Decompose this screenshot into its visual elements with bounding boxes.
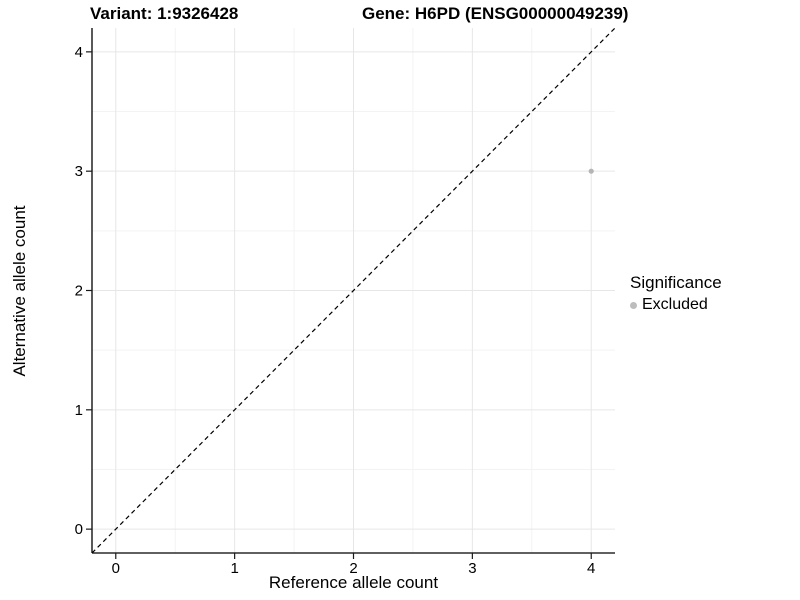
legend-title: Significance	[630, 273, 722, 292]
y-tick-label: 1	[75, 402, 83, 419]
y-tick-label: 2	[75, 283, 83, 300]
y-axis-title: Alternative allele count	[10, 205, 29, 377]
x-tick-label: 2	[349, 560, 357, 577]
legend-point-icon	[630, 301, 637, 309]
y-tick-label: 4	[75, 44, 83, 61]
legend-item-label: Excluded	[642, 296, 708, 313]
y-tick-label: 0	[75, 521, 83, 538]
x-tick-label: 0	[112, 560, 120, 577]
x-tick-label: 4	[587, 560, 595, 577]
legend: Significance Excluded	[630, 273, 722, 314]
plot-title-variant: Variant: 1:9326428	[90, 4, 239, 23]
x-tick-label: 1	[230, 560, 238, 577]
identity-dashed-line	[91, 27, 616, 554]
y-tick-label: 3	[75, 163, 83, 180]
legend-item-excluded: Excluded	[630, 296, 722, 314]
plot-title-gene: Gene: H6PD (ENSG00000049239)	[362, 4, 629, 23]
x-axis-title: Reference allele count	[268, 573, 439, 592]
x-tick-label: 3	[468, 560, 476, 577]
data-point	[588, 168, 594, 174]
